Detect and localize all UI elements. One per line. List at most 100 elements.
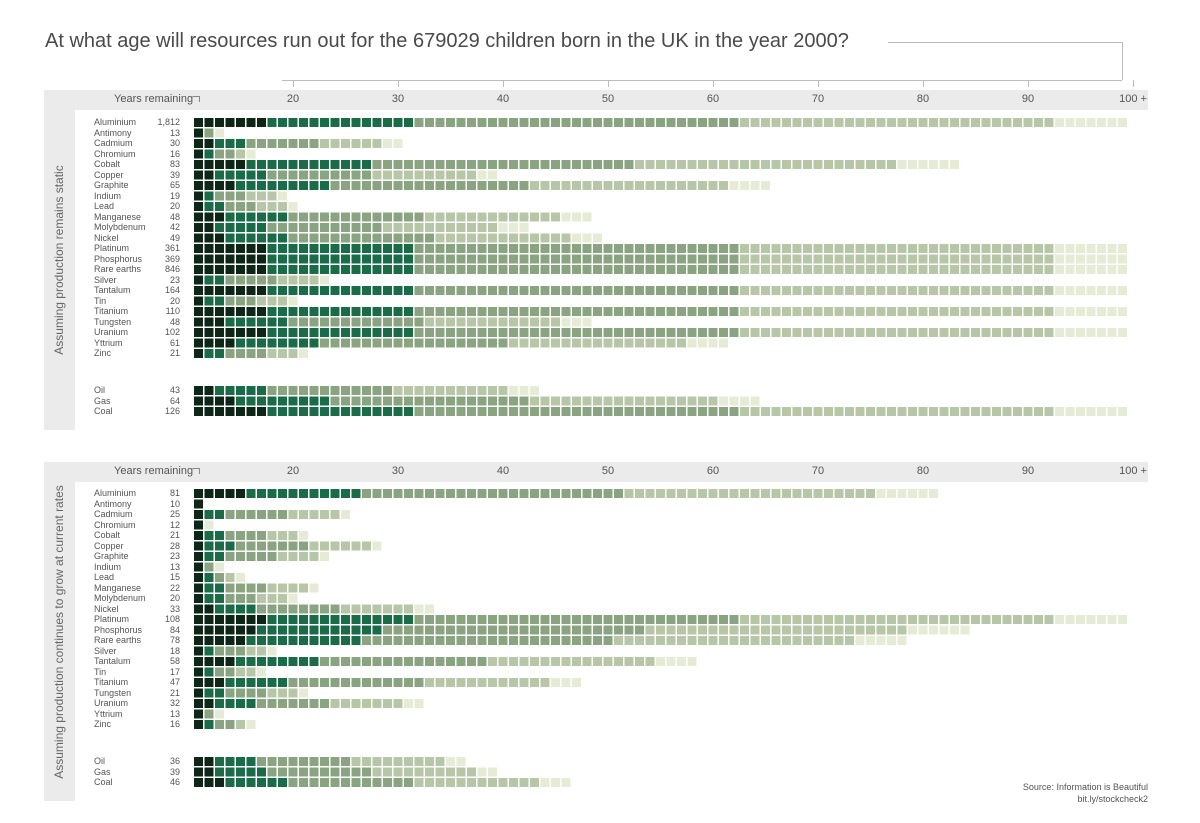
bar-square	[866, 118, 875, 127]
bar-square	[299, 170, 308, 180]
bar-square	[603, 244, 613, 253]
bar-square	[593, 396, 602, 406]
bar-square	[267, 541, 277, 551]
bar-square	[509, 657, 518, 666]
bar-square	[1034, 286, 1043, 295]
bar-square	[351, 778, 361, 787]
bar-square	[1002, 328, 1012, 337]
bar-square	[845, 254, 854, 264]
bar-square	[383, 223, 392, 232]
bar-square	[1065, 118, 1075, 127]
bar-square	[288, 307, 298, 316]
bar-square	[425, 118, 434, 127]
bar-square	[477, 328, 487, 337]
bar-square	[792, 328, 802, 337]
bar-square	[1013, 615, 1022, 624]
bar-square	[414, 328, 424, 337]
bar-square	[351, 625, 361, 635]
bar-square	[267, 265, 277, 274]
bar-square	[236, 275, 245, 285]
bar-square	[383, 625, 392, 635]
bar-square	[393, 615, 403, 624]
bar-square	[1034, 265, 1043, 274]
bar-square	[950, 615, 959, 624]
bar-square	[435, 338, 445, 348]
bar-square	[257, 338, 266, 348]
bar-square	[1065, 244, 1075, 253]
bar-square	[939, 286, 949, 295]
bar-square	[257, 407, 266, 416]
bar-square	[551, 778, 560, 787]
bar-square	[288, 328, 298, 337]
bar-square	[488, 338, 497, 348]
bar-square	[1023, 407, 1033, 416]
bar-square	[698, 338, 707, 348]
bar-square	[876, 286, 886, 295]
bar-square	[404, 604, 413, 614]
bar-square	[750, 489, 760, 498]
bar-square	[624, 407, 634, 416]
bar-square	[467, 265, 476, 274]
bar-square	[257, 328, 266, 337]
bar-square	[467, 254, 476, 264]
bar-square	[257, 191, 266, 201]
bar-square	[194, 778, 203, 787]
bar-square	[582, 160, 592, 169]
bar-square	[330, 510, 340, 519]
bar-square	[509, 254, 518, 264]
bar-square	[467, 407, 476, 416]
bar-square	[1013, 265, 1022, 274]
bar-square	[383, 757, 392, 766]
bar-square	[824, 307, 833, 316]
tick-label: 90	[1021, 465, 1035, 477]
bar-square	[246, 160, 256, 169]
bar-square	[771, 625, 781, 635]
bar	[194, 604, 434, 614]
row-label: Antimony	[94, 498, 132, 509]
bar-square	[246, 636, 256, 645]
row-value: 21	[169, 348, 180, 358]
bar-square	[467, 328, 476, 337]
bar-square	[519, 338, 529, 348]
bar-square	[845, 615, 854, 624]
source-link[interactable]: bit.ly/stockcheck2	[1077, 794, 1148, 804]
bar-square	[855, 307, 865, 316]
bar-square	[204, 407, 214, 416]
bar-square	[204, 678, 214, 687]
bar-square	[246, 349, 256, 358]
bar-square	[236, 583, 245, 593]
bar-square	[950, 265, 959, 274]
bar-square	[813, 489, 823, 498]
bar-square	[194, 667, 203, 677]
bar-square	[950, 160, 959, 169]
bar-square	[677, 396, 686, 406]
bar-square	[551, 265, 560, 274]
bar-square	[341, 233, 350, 243]
bar-square	[393, 678, 403, 687]
bar-square	[1076, 254, 1085, 264]
bar-square	[309, 625, 319, 635]
bar-square	[498, 407, 508, 416]
bar-square	[267, 767, 277, 777]
bar-square	[561, 615, 571, 624]
bar-square	[320, 657, 329, 666]
bar-square	[855, 254, 865, 264]
bar-square	[540, 233, 550, 243]
bar-square	[372, 307, 382, 316]
bar-square	[362, 244, 371, 253]
bar-square	[383, 636, 392, 645]
row-value: 58	[169, 656, 180, 666]
bar-square	[666, 254, 676, 264]
bar-square	[530, 328, 539, 337]
bar-square	[519, 265, 529, 274]
ruler-tick	[1028, 80, 1029, 87]
bar-square	[341, 489, 350, 498]
bar-square	[572, 233, 581, 243]
bar-square	[792, 307, 802, 316]
bar-square	[246, 317, 256, 327]
bar-square	[204, 244, 214, 253]
bar-square	[257, 778, 266, 787]
bar-square	[876, 118, 886, 127]
bar-square	[257, 275, 266, 285]
bar-square	[351, 541, 361, 551]
